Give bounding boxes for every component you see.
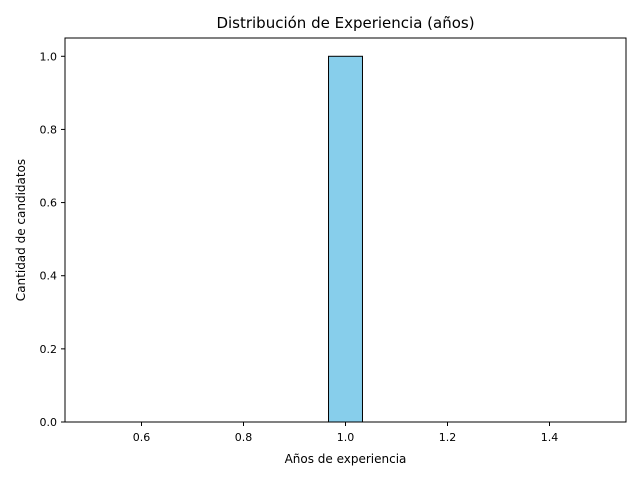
x-tick-label-1: 0.8 [235, 431, 253, 444]
histogram-bar-7 [328, 55, 363, 423]
y-tick-label-4: 0.8 [40, 123, 58, 136]
y-tick-label-5: 1.0 [40, 50, 58, 63]
y-tick-label-3: 0.6 [40, 197, 58, 210]
x-tick-label-3: 1.2 [439, 431, 457, 444]
plot-frame [64, 37, 627, 423]
chart-title: Distribución de Experiencia (años) [216, 14, 474, 32]
y-tick-label-0: 0.0 [40, 416, 58, 429]
x-axis-label: Años de experiencia [285, 452, 407, 466]
ticks-layer: 0.6 0.8 1.0 1.2 1.4 0.0 0.2 0.4 0.6 0.8 1.0 [40, 50, 559, 444]
y-axis-label: Cantidad de candidatos [14, 159, 28, 301]
bars-layer [328, 55, 363, 423]
y-tick-label-1: 0.2 [40, 343, 58, 356]
x-tick-label-4: 1.4 [541, 431, 559, 444]
x-tick-label-2: 1.0 [337, 431, 355, 444]
x-tick-label-0: 0.6 [133, 431, 151, 444]
y-tick-label-2: 0.4 [40, 270, 58, 283]
